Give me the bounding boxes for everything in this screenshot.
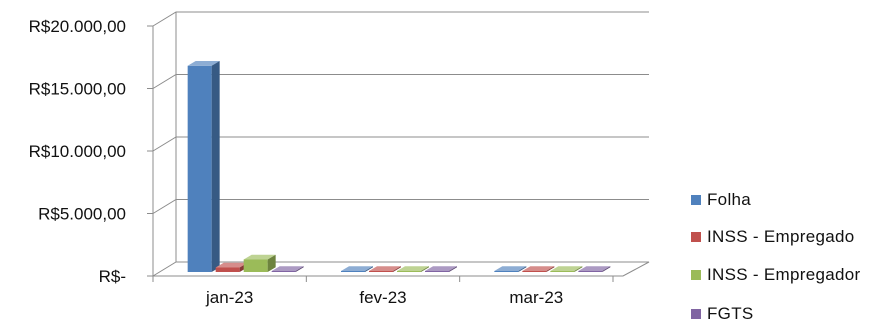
legend-label: INSS - Empregado	[707, 227, 855, 246]
legend-swatch-inss-empregador	[691, 270, 701, 280]
legend-label: Folha	[707, 190, 752, 209]
gridlines	[152, 11, 649, 214]
bar-top	[215, 262, 248, 268]
x-tick-label: mar-23	[509, 288, 563, 307]
bar-front	[397, 271, 421, 272]
bar	[522, 266, 555, 272]
legend-swatch-fgts	[691, 309, 701, 319]
bar-front	[578, 271, 603, 272]
bar-front	[215, 267, 240, 272]
gridline	[152, 199, 649, 214]
bar	[243, 254, 276, 272]
chart-walls	[151, 12, 650, 277]
bar	[494, 266, 527, 272]
bar-side	[211, 60, 220, 273]
bar-side	[546, 266, 555, 272]
x-axis-ticks: jan-23 fev-23 mar-23	[152, 275, 623, 307]
gridline	[152, 136, 649, 152]
legend: Folha INSS - Empregado INSS - Empregador…	[691, 180, 886, 323]
bar-side	[421, 266, 429, 272]
bar-front	[425, 271, 449, 272]
bars	[187, 60, 611, 273]
y-tick-label: R$-	[99, 267, 126, 286]
x-tick-label: fev-23	[359, 288, 406, 307]
legend-label: INSS - Empregador	[707, 265, 861, 284]
bar	[397, 266, 429, 272]
legend-label: FGTS	[707, 304, 754, 323]
bar-front	[271, 271, 296, 272]
legend-swatch-folha	[691, 195, 701, 205]
y-axis-ticks: R$- R$5.000,00 R$10.000,00 R$15.000,00 R$20.…	[29, 17, 153, 286]
bar-top	[243, 254, 276, 260]
bar-front	[494, 271, 519, 272]
legend-item-folha: Folha	[691, 189, 751, 211]
y-tick-label: R$5.000,00	[38, 205, 126, 224]
bar-front	[341, 271, 365, 272]
gridline	[152, 11, 649, 27]
bar-side	[295, 266, 304, 272]
bar-side	[365, 266, 373, 272]
bar	[369, 266, 401, 272]
bar-front	[187, 65, 212, 272]
gridline	[152, 74, 649, 89]
bar-side	[602, 266, 611, 272]
bar-side	[449, 266, 457, 272]
bar-side	[518, 266, 527, 272]
bar	[550, 266, 583, 272]
legend-item-fgts: FGTS	[691, 303, 754, 323]
bar-front	[243, 259, 268, 272]
x-tick-label: jan-23	[205, 288, 253, 307]
bar	[341, 266, 373, 272]
y-tick-label: R$15.000,00	[29, 80, 126, 99]
bar-side	[393, 266, 401, 272]
bar	[271, 266, 304, 272]
bar-front	[550, 271, 575, 272]
bar-top	[341, 266, 373, 271]
bar-side	[574, 266, 583, 272]
y-tick-label: R$20.000,00	[29, 17, 126, 36]
legend-item-inss-empregado: INSS - Empregado	[691, 226, 854, 248]
bar-top	[550, 266, 583, 271]
bar-front	[369, 271, 393, 272]
bar	[187, 60, 220, 273]
bar-top	[369, 266, 401, 271]
bar-top	[425, 266, 457, 271]
bar	[578, 266, 611, 272]
legend-swatch-inss-empregado	[691, 232, 701, 242]
bar-front	[522, 271, 547, 272]
bar-top	[187, 60, 220, 66]
bar-top	[578, 266, 611, 271]
bar	[425, 266, 457, 272]
bar-side	[267, 254, 276, 272]
bar-top	[522, 266, 555, 271]
legend-item-inss-empregador: INSS - Empregador	[691, 264, 860, 286]
bar-top	[397, 266, 429, 271]
y-tick-label: R$10.000,00	[29, 142, 126, 161]
bar-top	[271, 266, 304, 271]
bar-top	[494, 266, 527, 271]
